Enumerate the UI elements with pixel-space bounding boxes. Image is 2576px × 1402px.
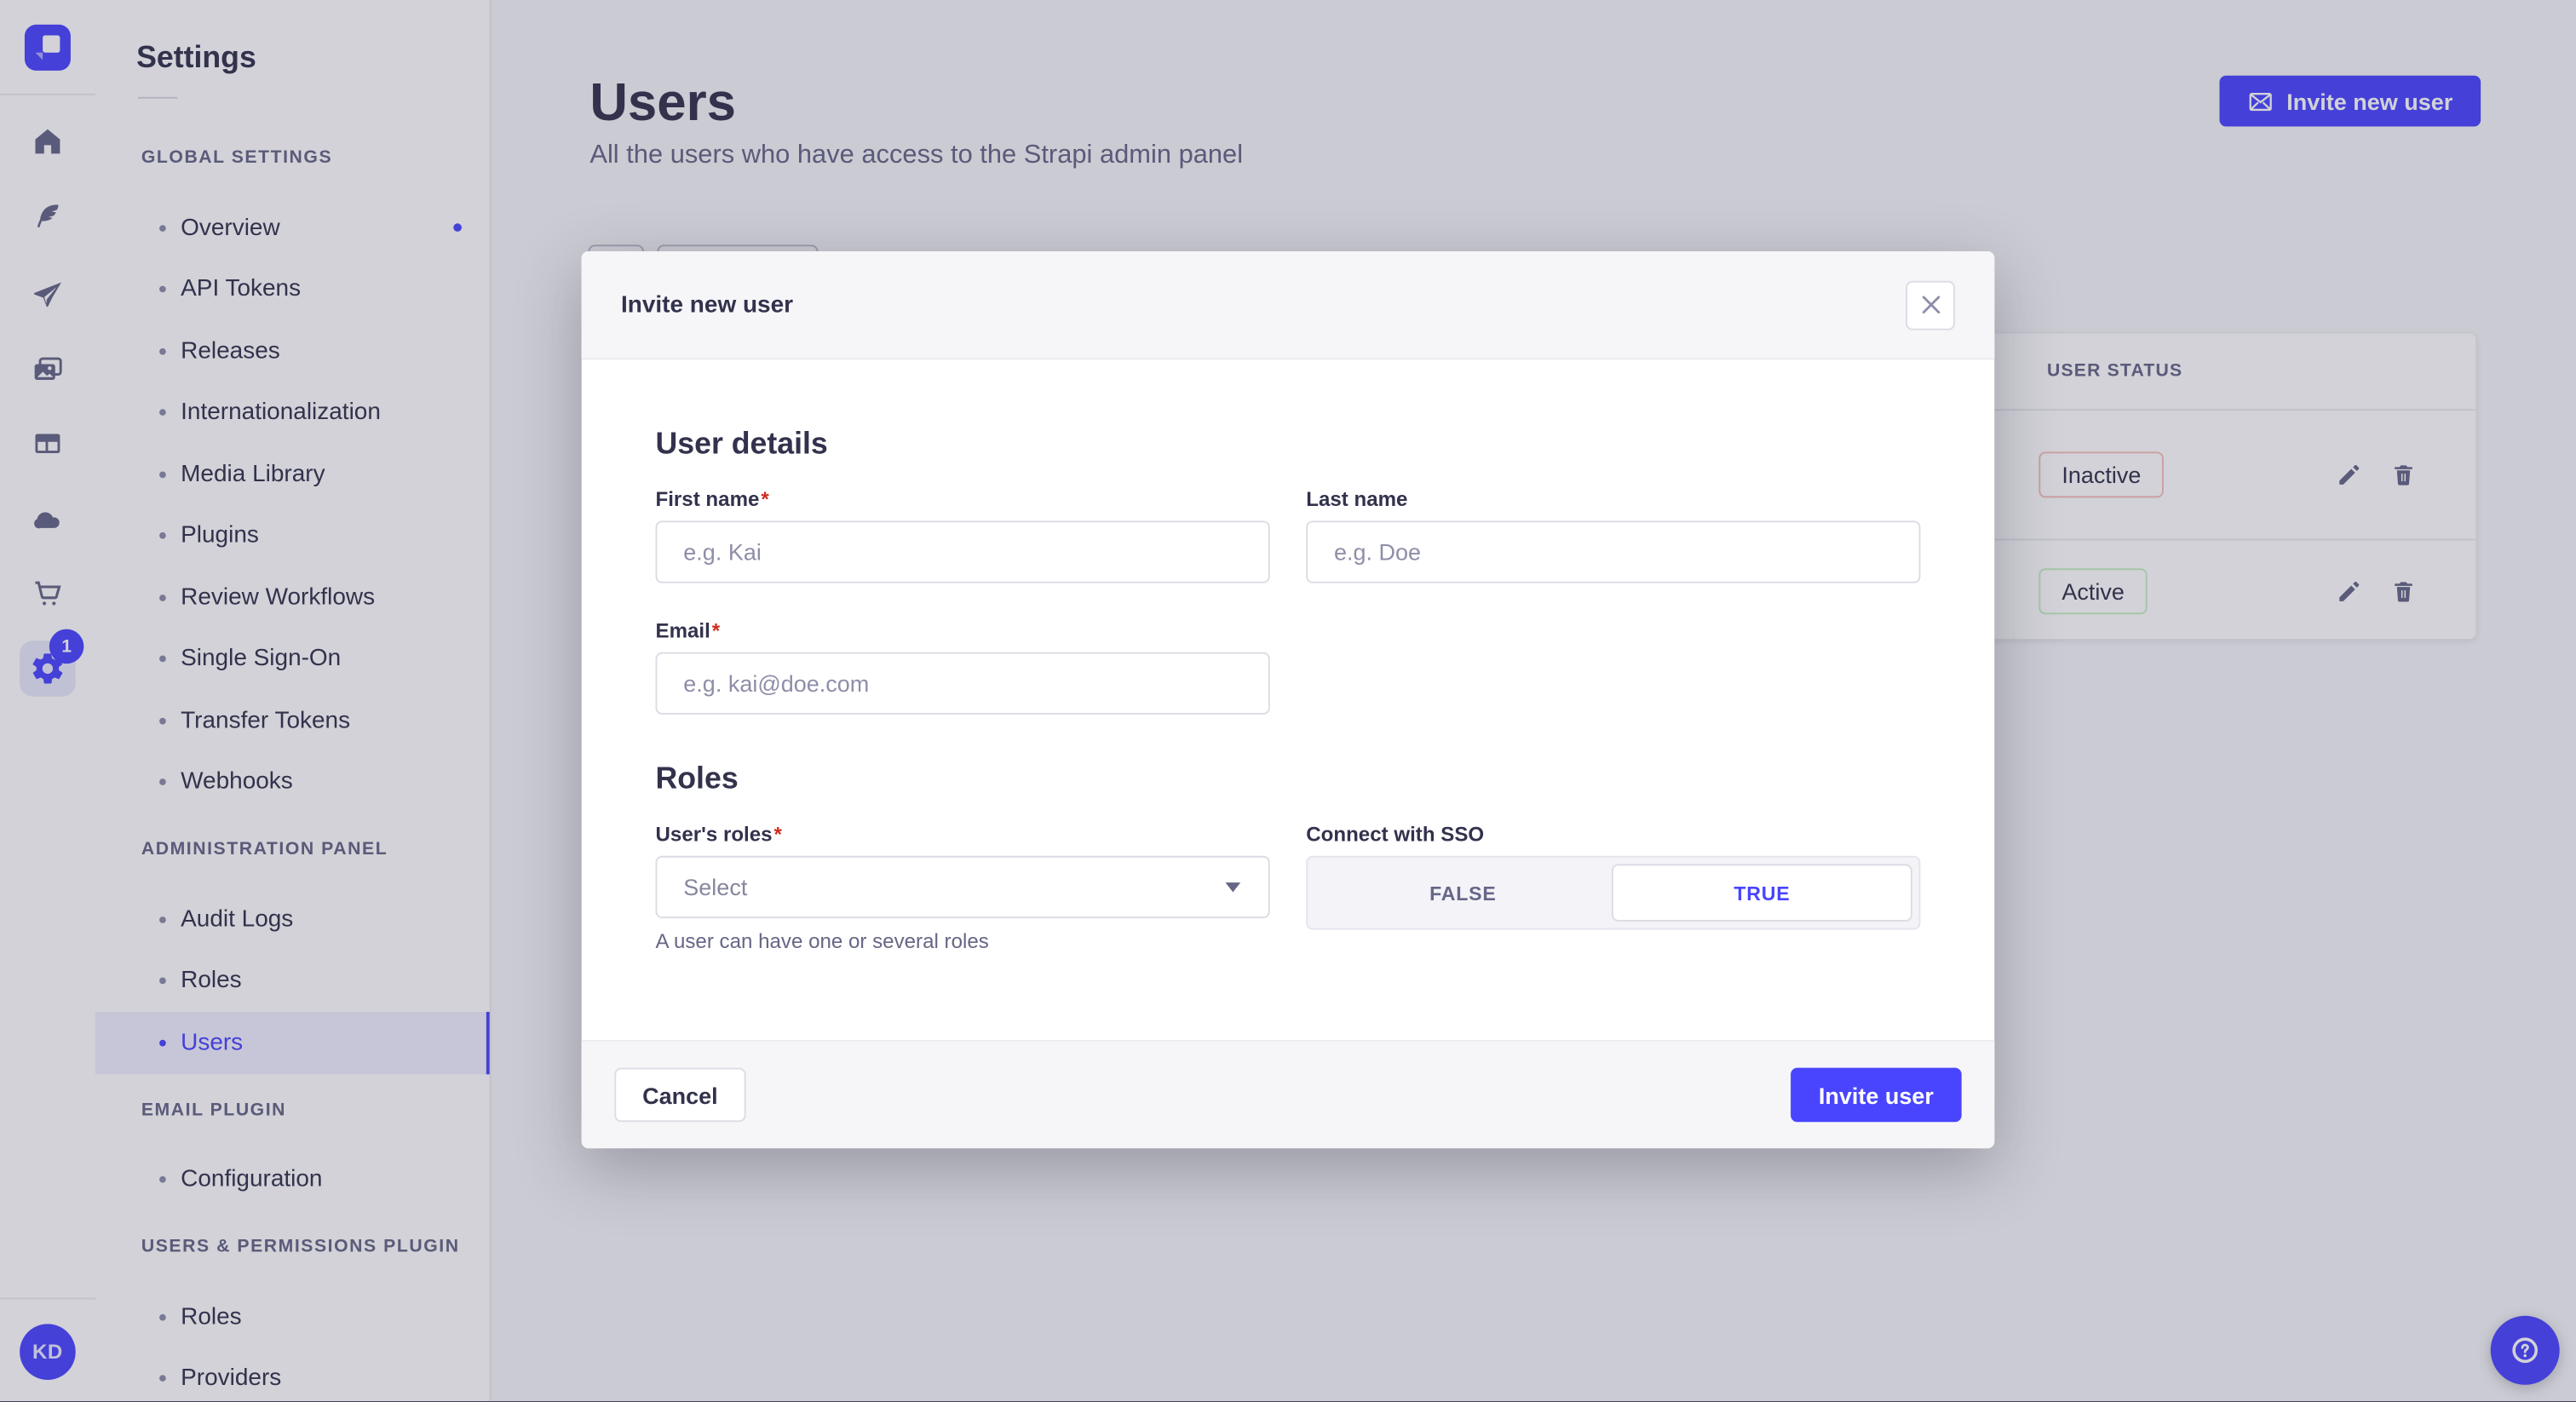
modal-body: User details First name* Last name Email… [582,359,1995,953]
settings-subnav: Settings GLOBAL SETTINGS Overview API To… [95,0,492,1402]
first-name-input[interactable] [655,520,1270,583]
sidebar-item-review-workflows[interactable]: Review Workflows [95,566,490,628]
sidebar-item-audit-logs[interactable]: Audit Logs [95,888,490,950]
media-gallery-icon[interactable] [32,353,65,387]
table-row[interactable]: Inactive [1839,411,2476,541]
edit-pencil-icon[interactable] [2336,578,2362,605]
last-name-field-group: Last name [1306,487,1921,583]
icon-rail: 1 KD [0,0,97,1402]
user-roles-field-group: User's roles * Select A user can have one… [655,823,1270,953]
invite-user-submit-button[interactable]: Invite user [1791,1067,1962,1123]
settings-active-item[interactable] [20,641,76,697]
global-settings-list: Overview API Tokens Releases Internation… [95,197,490,813]
user-details-heading: User details [655,425,828,460]
gear-icon [32,653,63,684]
section-header-administration-panel: ADMINISTRATION PANEL [141,839,388,859]
email-field-group: Email * [655,619,1270,715]
strapi-logo-icon[interactable] [24,24,71,71]
layout-icon[interactable] [32,427,65,460]
sso-toggle-true[interactable]: TRUE [1611,864,1912,922]
required-asterisk: * [773,823,782,847]
sso-field-group: Connect with SSO FALSE TRUE [1306,823,1921,952]
users-permissions-list: Roles Providers [95,1286,490,1402]
envelope-icon [2249,92,2272,111]
rail-divider [0,93,95,95]
table-row[interactable]: Active [1840,540,2475,642]
email-plugin-list: Configuration [95,1149,490,1210]
delete-trash-icon[interactable] [2390,578,2417,605]
sidebar-item-api-tokens[interactable]: API Tokens [95,259,490,320]
sidebar-item-internationalization[interactable]: Internationalization [95,382,490,443]
page-title: Users [589,72,736,132]
last-name-input[interactable] [1306,520,1921,583]
edit-pencil-icon[interactable] [2336,462,2362,488]
column-header-user-status: USER STATUS [1839,333,2476,411]
modal-footer: Cancel Invite user [581,1039,1995,1149]
section-header-global-settings: GLOBAL SETTINGS [141,147,333,168]
administration-panel-list: Audit Logs Roles Users [95,888,490,1074]
cloud-icon[interactable] [32,503,65,536]
sidebar-item-configuration[interactable]: Configuration [95,1149,490,1210]
status-badge: Inactive [2038,451,2165,498]
subnav-title: Settings [136,39,256,74]
chevron-down-icon [1225,882,1241,893]
select-placeholder: Select [683,873,748,900]
connect-sso-label: Connect with SSO [1306,823,1485,847]
first-name-label: First name * [655,487,769,511]
settings-notification-badge: 1 [49,629,84,664]
sidebar-item-users[interactable]: Users [95,1011,490,1074]
question-mark-icon [2512,1337,2539,1364]
required-asterisk: * [761,487,769,511]
modal-title: Invite new user [620,291,794,319]
last-name-label: Last name [1306,487,1408,511]
sidebar-item-up-roles[interactable]: Roles [95,1286,490,1347]
title-divider [137,96,178,99]
roles-hint: A user can have one or several roles [655,929,989,953]
close-button[interactable] [1906,279,1955,330]
sso-toggle: FALSE TRUE [1306,855,1921,930]
sidebar-item-overview[interactable]: Overview [95,197,490,258]
rail-divider [0,1297,95,1300]
roles-heading: Roles [655,760,739,796]
required-asterisk: * [711,619,721,643]
sidebar-item-transfer-tokens[interactable]: Transfer Tokens [95,690,490,751]
close-icon [1921,296,1940,314]
help-button[interactable] [2490,1315,2560,1385]
cart-icon[interactable] [32,577,65,610]
status-badge: Active [2038,568,2148,615]
sidebar-item-plugins[interactable]: Plugins [95,505,490,566]
user-roles-select[interactable]: Select [655,855,1270,919]
invite-user-modal: Invite new user User details First name *… [581,251,1995,1149]
notification-dot [453,223,462,233]
user-roles-label: User's roles * [655,823,782,847]
invite-new-user-button[interactable]: Invite new user [2219,75,2481,127]
delete-trash-icon[interactable] [2390,462,2417,488]
section-header-email-plugin: EMAIL PLUGIN [141,1100,287,1120]
email-input[interactable] [655,652,1270,715]
sidebar-item-media-library[interactable]: Media Library [95,444,490,505]
sso-toggle-false[interactable]: FALSE [1429,881,1497,905]
home-icon[interactable] [32,125,65,158]
sidebar-item-releases[interactable]: Releases [95,320,490,382]
sidebar-item-webhooks[interactable]: Webhooks [95,751,490,813]
paper-plane-icon[interactable] [32,278,65,311]
page-subtitle: All the users who have access to the Str… [589,141,1244,170]
feather-icon[interactable] [32,200,65,233]
sidebar-item-admin-roles[interactable]: Roles [95,951,490,1012]
email-label: Email * [655,619,721,643]
section-header-users-permissions-plugin: USERS & PERMISSIONS PLUGIN [141,1237,460,1257]
sidebar-item-providers[interactable]: Providers [95,1347,490,1401]
first-name-field-group: First name * [655,487,1270,583]
sidebar-item-single-sign-on[interactable]: Single Sign-On [95,629,490,690]
user-avatar[interactable]: KD [20,1324,76,1380]
modal-header: Invite new user [581,251,1995,360]
cancel-button[interactable]: Cancel [614,1067,746,1123]
